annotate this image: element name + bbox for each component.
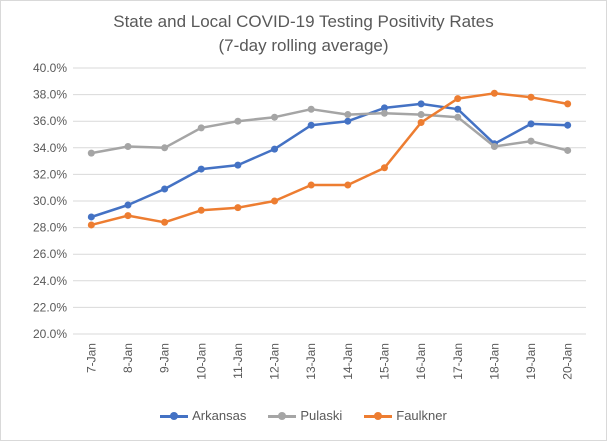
line-chart: 20.0% 22.0% 24.0% 26.0% 28.0% 30.0% 32.0% 34.0%… (33, 61, 586, 380)
x-axis: 7-Jan 8-Jan 9-Jan 10-Jan 11-Jan 12-Jan 13-Jan 1… (84, 343, 574, 380)
y-axis: 20.0% 22.0% 24.0% 26.0% 28.0% 30.0% 32.0% 34.0%… (33, 61, 67, 341)
y-tick-label: 40.0% (33, 61, 67, 75)
data-point (161, 218, 169, 226)
series-line (90, 102, 568, 219)
data-point (490, 89, 498, 97)
data-point (344, 111, 352, 119)
legend-item-arkansas: Arkansas (160, 408, 246, 423)
data-point (307, 105, 315, 113)
data-point (454, 95, 462, 103)
y-tick-label: 32.0% (33, 167, 67, 181)
x-tick-label: 11-Jan (231, 343, 245, 379)
data-point (87, 149, 95, 157)
x-tick-label: 17-Jan (451, 343, 465, 380)
data-point (271, 113, 279, 121)
x-tick-label: 18-Jan (487, 343, 501, 380)
data-point (417, 100, 425, 108)
data-point (87, 213, 95, 221)
data-point (527, 93, 535, 101)
data-point (197, 165, 205, 173)
data-point (380, 109, 388, 117)
data-point (234, 204, 242, 212)
y-tick-label: 30.0% (33, 194, 67, 208)
data-point (161, 185, 169, 193)
data-point (197, 206, 205, 214)
series-lines (87, 89, 572, 229)
data-point (417, 111, 425, 119)
data-point (417, 119, 425, 127)
x-tick-label: 9-Jan (158, 343, 172, 373)
data-point (124, 212, 132, 220)
y-tick-label: 26.0% (33, 247, 67, 261)
data-point (161, 144, 169, 152)
x-tick-label: 20-Jan (561, 343, 575, 380)
data-point (564, 146, 572, 154)
data-point (344, 181, 352, 189)
data-point (307, 181, 315, 189)
data-point (527, 137, 535, 145)
data-point (87, 221, 95, 229)
y-tick-label: 22.0% (33, 300, 67, 314)
data-point (490, 142, 498, 150)
y-tick-label: 38.0% (33, 88, 67, 102)
x-tick-label: 15-Jan (377, 343, 391, 380)
legend-label: Arkansas (192, 408, 247, 423)
series-pulaski (87, 105, 572, 157)
legend-item-faulkner: Faulkner (364, 408, 447, 423)
x-tick-label: 12-Jan (268, 343, 282, 380)
legend-label: Faulkner (396, 408, 447, 423)
data-point (380, 104, 388, 112)
y-tick-label: 20.0% (33, 327, 67, 341)
series-line (90, 92, 568, 227)
data-point (307, 121, 315, 129)
legend-swatch (364, 411, 393, 421)
series-arkansas (87, 100, 572, 221)
data-point (454, 105, 462, 113)
data-point (564, 121, 572, 129)
legend-swatch (268, 411, 297, 421)
y-tick-label: 28.0% (33, 221, 67, 235)
chart-title: State and Local COVID-19 Testing Positiv… (113, 12, 494, 31)
data-point (344, 117, 352, 125)
data-point (380, 164, 388, 172)
data-point (271, 145, 279, 153)
x-tick-label: 8-Jan (121, 343, 135, 373)
data-point (124, 201, 132, 209)
data-point (234, 161, 242, 169)
x-tick-label: 10-Jan (194, 343, 208, 380)
x-tick-label: 14-Jan (341, 343, 355, 380)
legend: Arkansas Pulaski Faulkner (1, 408, 606, 423)
y-tick-label: 24.0% (33, 274, 67, 288)
chart-subtitle: (7-day rolling average) (218, 36, 389, 55)
data-point (564, 100, 572, 108)
data-point (197, 124, 205, 132)
x-tick-label: 13-Jan (304, 343, 318, 380)
gridlines (73, 67, 586, 335)
y-tick-label: 34.0% (33, 141, 67, 155)
x-tick-label: 16-Jan (414, 343, 428, 380)
series-faulkner (87, 89, 572, 229)
series-line (91, 107, 569, 155)
legend-swatch (160, 411, 189, 421)
data-point (454, 113, 462, 121)
legend-item-pulaski: Pulaski (268, 408, 342, 423)
x-tick-label: 19-Jan (524, 343, 538, 380)
x-tick-label: 7-Jan (84, 343, 98, 373)
data-point (527, 120, 535, 128)
data-point (124, 142, 132, 150)
data-point (271, 197, 279, 205)
legend-label: Pulaski (300, 408, 343, 423)
data-point (234, 117, 242, 125)
y-tick-label: 36.0% (33, 114, 67, 128)
